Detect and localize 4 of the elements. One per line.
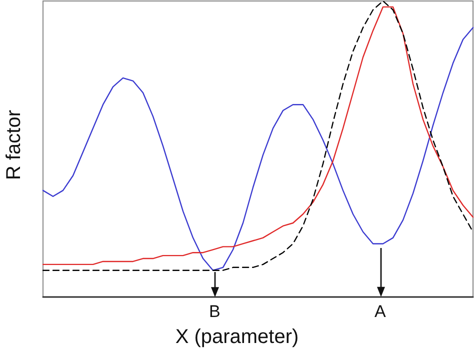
text: A (374, 302, 387, 321)
y-axis-title: R factor (3, 110, 25, 180)
x-axis-title: X (parameter) (175, 326, 299, 348)
text: B (209, 302, 220, 321)
